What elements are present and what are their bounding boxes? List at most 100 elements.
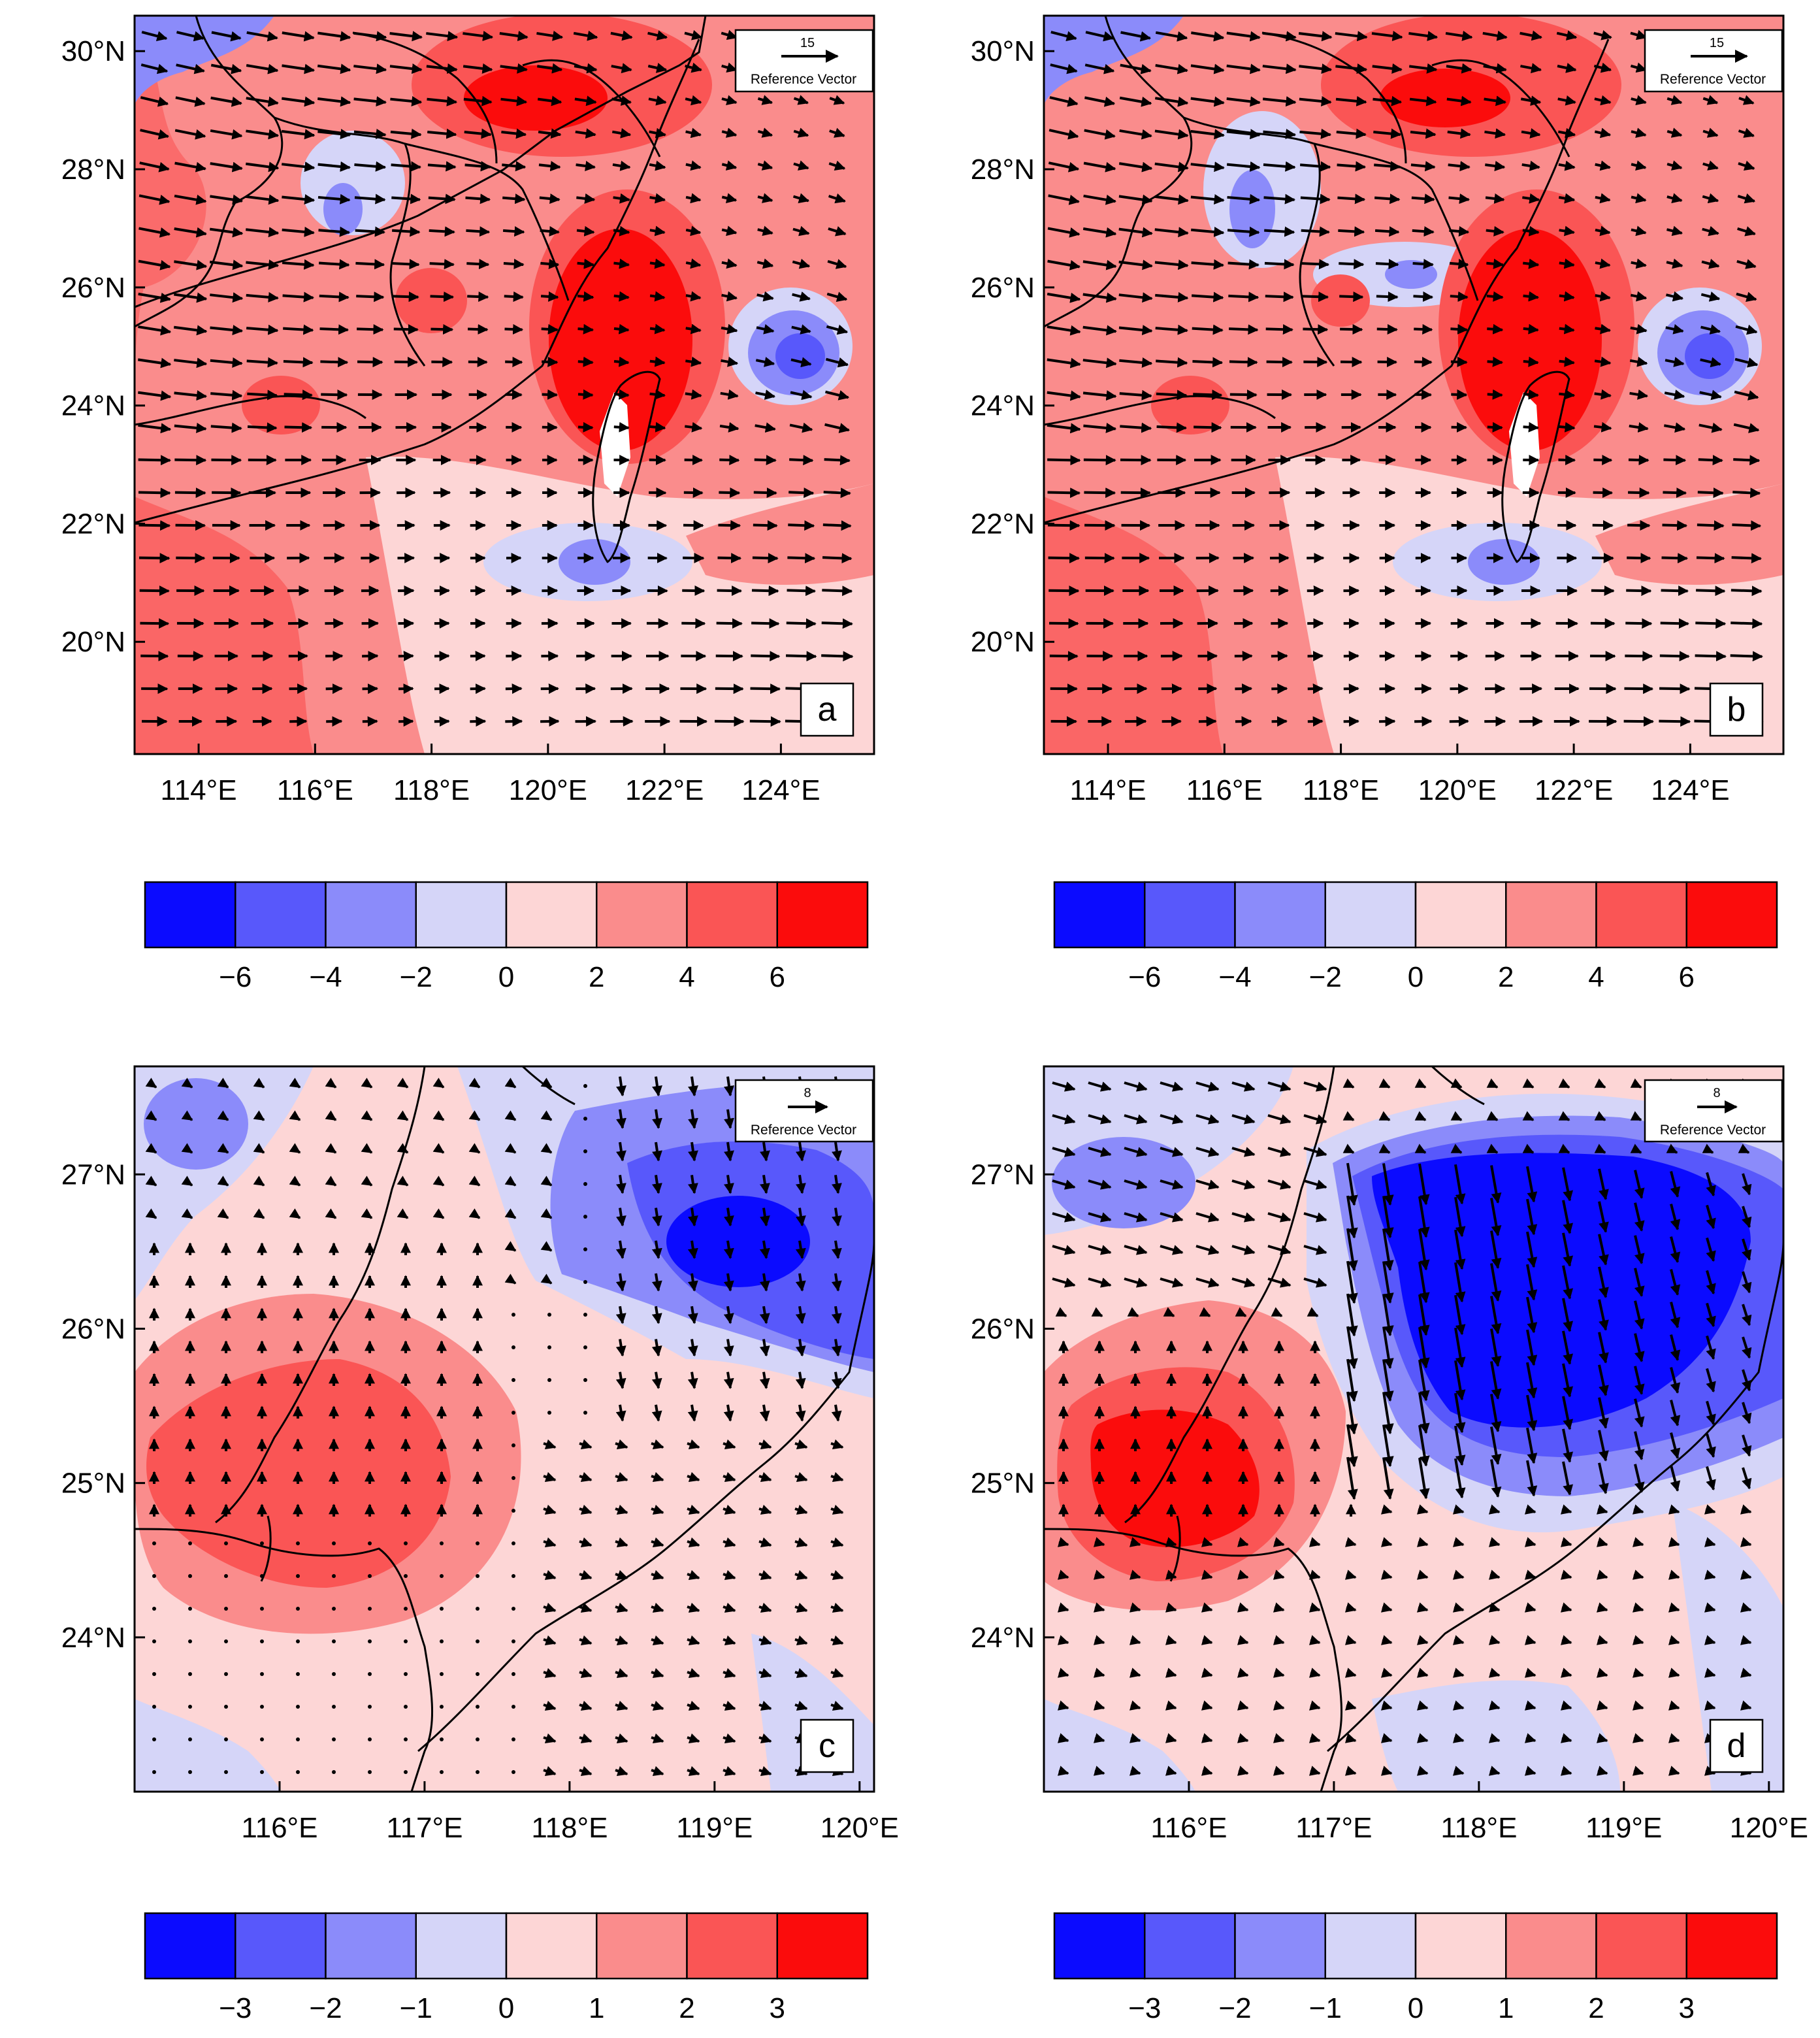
wind-arrow (615, 1273, 626, 1292)
wind-arrow (1382, 1163, 1394, 1206)
wind-arrow (1302, 291, 1329, 303)
wind-arrow (796, 1142, 806, 1162)
wind-arrow (786, 651, 817, 662)
wind-arrow (1666, 95, 1683, 105)
wind-arrow (685, 160, 702, 171)
wind-arrow (615, 1537, 628, 1548)
wind-dot (547, 1411, 551, 1415)
panel-b-lat-label: 22°N (971, 508, 1035, 540)
wind-arrow (540, 226, 560, 237)
wind-arrow (577, 291, 594, 302)
wind-arrow (615, 1504, 628, 1515)
wind-arrow (466, 259, 490, 270)
wind-arrow (1300, 193, 1331, 205)
wind-arrow (1371, 31, 1403, 42)
wind-arrow (577, 389, 594, 400)
wind-arrow (209, 259, 244, 271)
wind-arrow (616, 1076, 626, 1096)
wind-arrow (1594, 389, 1612, 400)
wind-arrow (429, 226, 455, 237)
panel-a-colorbar-label: −6 (219, 961, 252, 993)
wind-arrow (613, 291, 630, 302)
wind-arrow (756, 323, 775, 335)
wind-arrow (753, 487, 777, 499)
wind-dot (260, 1639, 264, 1643)
wind-arrow (1346, 1228, 1358, 1272)
wind-dot (583, 1215, 587, 1219)
wind-arrow (1263, 129, 1297, 139)
wind-arrow (138, 259, 171, 271)
wind-arrow (217, 1077, 229, 1089)
wind-dot (332, 1705, 336, 1709)
wind-arrow (174, 259, 208, 271)
wind-arrow (1264, 226, 1295, 237)
wind-arrow (717, 553, 742, 564)
wind-arrow (282, 63, 316, 74)
panel-c-colorbar-label: 1 (589, 1992, 604, 2024)
wind-arrow (1558, 1078, 1570, 1089)
wind-arrow (543, 1635, 557, 1646)
map-panel-d: 8 Reference Vector d 116°E 117°E 118°E 119°… (971, 1065, 1808, 1844)
wind-arrow (1557, 127, 1576, 139)
wind-arrow (685, 127, 702, 139)
wind-arrow (1050, 63, 1078, 74)
wind-arrow (1377, 357, 1398, 367)
wind-arrow (794, 1439, 808, 1450)
wind-arrow (499, 31, 528, 41)
wind-arrow (1737, 193, 1756, 204)
wind-arrow (1229, 324, 1259, 335)
wind-arrow (1485, 161, 1506, 171)
wind-arrow (651, 1273, 662, 1292)
wind-arrow (1706, 1270, 1716, 1295)
wind-arrow (1450, 1111, 1463, 1121)
panel-d-colorbar-label: −2 (1218, 1992, 1251, 2024)
wind-arrow (755, 422, 776, 433)
wind-arrow (467, 291, 489, 303)
wind-arrow (1559, 389, 1576, 400)
wind-arrow (579, 1439, 593, 1450)
wind-arrow (1231, 1179, 1256, 1190)
wind-arrow (1190, 194, 1225, 205)
wind-arrow (794, 1602, 808, 1613)
panel-b-lon-label: 116°E (1186, 774, 1263, 806)
wind-arrow (1733, 423, 1760, 433)
wind-arrow (1119, 389, 1152, 401)
wind-arrow (543, 1471, 557, 1483)
wind-arrow (1408, 63, 1438, 74)
wind-arrow (577, 356, 594, 367)
wind-arrow (217, 1175, 229, 1187)
wind-arrow (1160, 1179, 1184, 1190)
wind-dot (512, 1770, 515, 1774)
wind-arrow (1195, 1081, 1220, 1092)
wind-arrow (615, 1404, 626, 1422)
wind-arrow (683, 520, 704, 531)
wind-arrow (721, 193, 738, 204)
wind-arrow (145, 1110, 157, 1121)
wind-arrow (181, 1077, 193, 1089)
wind-arrow (649, 291, 666, 302)
wind-arrow (1454, 1294, 1466, 1336)
wind-arrow (543, 1537, 557, 1548)
wind-arrow (1702, 95, 1719, 105)
wind-arrow (824, 455, 851, 466)
wind-arrow (361, 1143, 373, 1154)
wind-arrow (719, 455, 740, 466)
wind-arrow (1598, 1234, 1609, 1266)
wind-arrow (543, 1602, 557, 1613)
panel-b-lon-label: 124°E (1651, 774, 1729, 806)
wind-arrow (1047, 423, 1081, 434)
wind-dot (512, 1705, 515, 1709)
panel-a-colorbar-label: −2 (400, 961, 432, 993)
wind-arrow (325, 1208, 337, 1219)
wind-arrow (428, 193, 456, 205)
wind-arrow (794, 1668, 808, 1679)
wind-arrow (719, 422, 739, 433)
wind-arrow (1262, 31, 1297, 42)
wind-arrow (1659, 651, 1690, 662)
wind-arrow (1486, 225, 1504, 237)
wind-arrow (1372, 63, 1403, 74)
wind-arrow (540, 1175, 553, 1187)
wind-arrow (828, 226, 847, 237)
wind-arrow (1226, 129, 1261, 140)
panel-b-colorbar-swatch (1505, 881, 1597, 949)
